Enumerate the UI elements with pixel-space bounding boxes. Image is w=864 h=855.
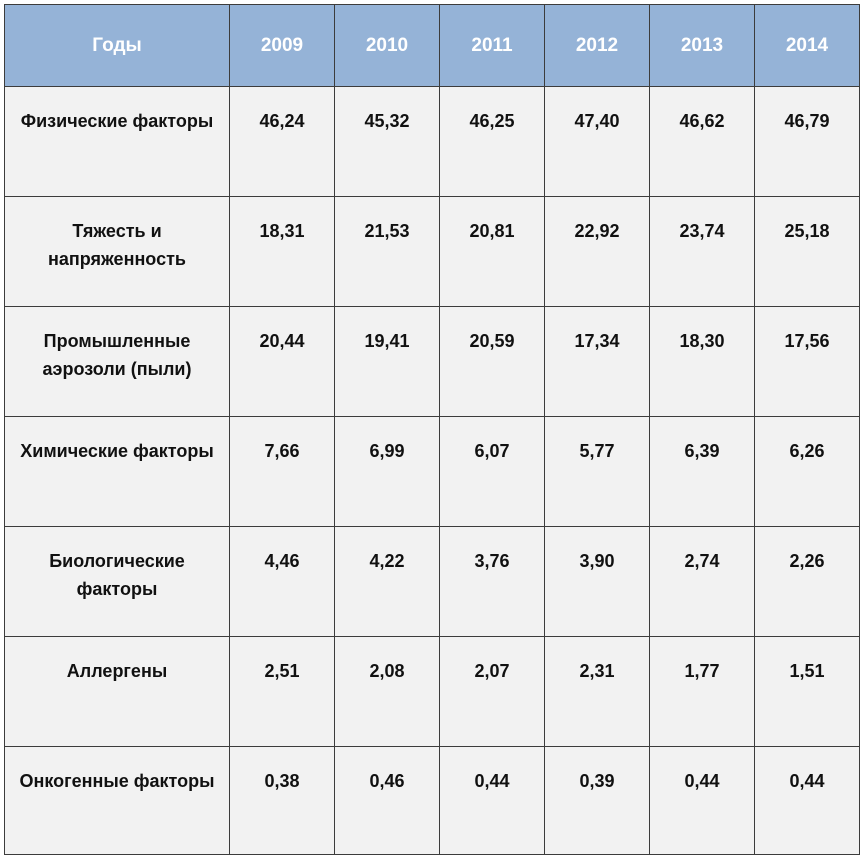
header-year-cell: 2010 bbox=[334, 4, 440, 87]
value-cell: 2,31 bbox=[544, 636, 650, 747]
row-label: Промышленные аэрозоли (пыли) bbox=[4, 306, 230, 417]
table-header: Годы 2009 2010 2011 2012 2013 2014 bbox=[4, 4, 860, 87]
value-cell: 20,44 bbox=[229, 306, 335, 417]
value-cell: 0,46 bbox=[334, 746, 440, 855]
value-cell: 4,22 bbox=[334, 526, 440, 637]
value-cell: 17,34 bbox=[544, 306, 650, 417]
header-year-cell: 2009 bbox=[229, 4, 335, 87]
header-year-cell: 2011 bbox=[439, 4, 545, 87]
value-cell: 21,53 bbox=[334, 196, 440, 307]
value-cell: 46,62 bbox=[649, 86, 755, 197]
value-cell: 46,79 bbox=[754, 86, 860, 197]
header-label-cell: Годы bbox=[4, 4, 230, 87]
value-cell: 0,44 bbox=[649, 746, 755, 855]
value-cell: 4,46 bbox=[229, 526, 335, 637]
table-row: Биологические факторы 4,46 4,22 3,76 3,9… bbox=[4, 526, 860, 637]
factors-table: Годы 2009 2010 2011 2012 2013 2014 Физич… bbox=[4, 4, 860, 855]
value-cell: 3,76 bbox=[439, 526, 545, 637]
value-cell: 20,81 bbox=[439, 196, 545, 307]
value-cell: 18,31 bbox=[229, 196, 335, 307]
table-row: Промышленные аэрозоли (пыли) 20,44 19,41… bbox=[4, 306, 860, 417]
value-cell: 23,74 bbox=[649, 196, 755, 307]
table-row: Тяжесть и напряженность 18,31 21,53 20,8… bbox=[4, 196, 860, 307]
value-cell: 18,30 bbox=[649, 306, 755, 417]
value-cell: 2,07 bbox=[439, 636, 545, 747]
value-cell: 2,08 bbox=[334, 636, 440, 747]
value-cell: 47,40 bbox=[544, 86, 650, 197]
value-cell: 17,56 bbox=[754, 306, 860, 417]
header-year-cell: 2014 bbox=[754, 4, 860, 87]
row-label: Онкогенные факторы bbox=[4, 746, 230, 855]
value-cell: 46,24 bbox=[229, 86, 335, 197]
row-label: Физические факторы bbox=[4, 86, 230, 197]
value-cell: 20,59 bbox=[439, 306, 545, 417]
value-cell: 19,41 bbox=[334, 306, 440, 417]
value-cell: 0,38 bbox=[229, 746, 335, 855]
value-cell: 0,39 bbox=[544, 746, 650, 855]
table-row: Химические факторы 7,66 6,99 6,07 5,77 6… bbox=[4, 416, 860, 527]
table-row: Онкогенные факторы 0,38 0,46 0,44 0,39 0… bbox=[4, 746, 860, 855]
value-cell: 6,07 bbox=[439, 416, 545, 527]
value-cell: 45,32 bbox=[334, 86, 440, 197]
value-cell: 22,92 bbox=[544, 196, 650, 307]
header-year-cell: 2013 bbox=[649, 4, 755, 87]
value-cell: 6,26 bbox=[754, 416, 860, 527]
value-cell: 1,77 bbox=[649, 636, 755, 747]
row-label: Аллергены bbox=[4, 636, 230, 747]
value-cell: 46,25 bbox=[439, 86, 545, 197]
value-cell: 2,51 bbox=[229, 636, 335, 747]
value-cell: 5,77 bbox=[544, 416, 650, 527]
row-label: Химические факторы bbox=[4, 416, 230, 527]
row-label: Тяжесть и напряженность bbox=[4, 196, 230, 307]
value-cell: 0,44 bbox=[439, 746, 545, 855]
table-body: Физические факторы 46,24 45,32 46,25 47,… bbox=[4, 86, 860, 855]
table-row: Аллергены 2,51 2,08 2,07 2,31 1,77 1,51 bbox=[4, 636, 860, 747]
value-cell: 1,51 bbox=[754, 636, 860, 747]
value-cell: 2,26 bbox=[754, 526, 860, 637]
header-year-cell: 2012 bbox=[544, 4, 650, 87]
value-cell: 0,44 bbox=[754, 746, 860, 855]
value-cell: 6,39 bbox=[649, 416, 755, 527]
header-row: Годы 2009 2010 2011 2012 2013 2014 bbox=[4, 4, 860, 87]
value-cell: 25,18 bbox=[754, 196, 860, 307]
value-cell: 2,74 bbox=[649, 526, 755, 637]
value-cell: 6,99 bbox=[334, 416, 440, 527]
value-cell: 7,66 bbox=[229, 416, 335, 527]
row-label: Биологические факторы bbox=[4, 526, 230, 637]
value-cell: 3,90 bbox=[544, 526, 650, 637]
table-row: Физические факторы 46,24 45,32 46,25 47,… bbox=[4, 86, 860, 197]
